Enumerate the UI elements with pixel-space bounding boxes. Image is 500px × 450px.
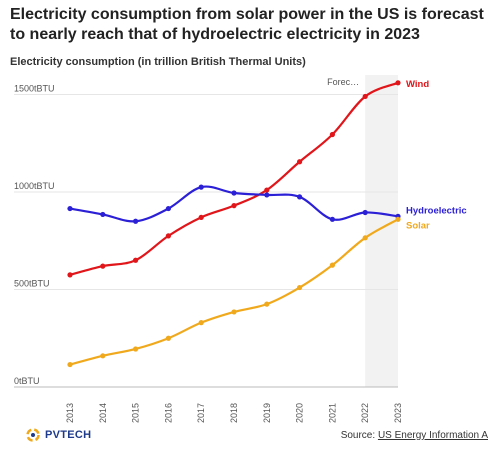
wind-data-point: [100, 263, 106, 269]
solar-series-line: [69, 218, 399, 366]
y-tick-label: 1500tBTU: [14, 84, 55, 94]
pvtech-logo: PVTECH: [26, 428, 91, 442]
hydroelectric-data-point: [297, 194, 303, 200]
wind-data-point: [297, 159, 303, 165]
hydroelectric-data-point: [198, 184, 204, 190]
hydroelectric-data-point: [329, 216, 335, 222]
y-tick-label: 0tBTU: [14, 376, 40, 386]
pvtech-logo-icon: [26, 428, 40, 442]
x-tick-label: 2022: [360, 403, 370, 423]
wind-data-point: [165, 233, 171, 239]
wind-data-point: [231, 203, 237, 209]
x-tick-label: 2017: [196, 403, 206, 423]
x-tick-label: 2021: [327, 403, 337, 423]
wind-data-point: [264, 187, 270, 193]
forecast-band: [365, 75, 398, 387]
chart-subtitle: Electricity consumption (in trillion Bri…: [10, 56, 306, 68]
x-tick-label: 2023: [393, 403, 403, 423]
solar-data-point: [362, 235, 368, 241]
x-tick-label: 2013: [65, 403, 75, 423]
wind-data-point: [395, 80, 401, 86]
x-tick-label: 2014: [98, 403, 108, 423]
wind-series-label: Wind: [406, 79, 429, 90]
hydroelectric-data-point: [362, 209, 368, 216]
solar-data-point: [165, 335, 171, 341]
wind-series-line: [69, 81, 399, 276]
hydroelectric-data-point: [67, 205, 73, 212]
x-tick-label: 2015: [131, 403, 141, 423]
source-prefix: Source:: [340, 430, 378, 441]
wind-data-point: [67, 272, 73, 278]
x-tick-label: 2020: [295, 403, 305, 423]
x-tick-label: 2016: [163, 403, 173, 423]
solar-data-point: [264, 301, 270, 307]
solar-data-point: [297, 284, 303, 291]
source-note: Source: US Energy Information A: [341, 430, 488, 441]
solar-data-point: [395, 216, 401, 222]
hydroelectric-data-point: [231, 190, 237, 196]
forecast-label: Forec…: [327, 77, 359, 87]
solar-data-point: [231, 309, 237, 315]
hydroelectric-series-label: Hydroelectric: [406, 205, 467, 216]
wind-data-point: [198, 214, 204, 220]
x-tick-label: 2018: [229, 403, 239, 423]
y-tick-label: 1000tBTU: [14, 181, 55, 191]
solar-series-label: Solar: [406, 220, 430, 231]
hydroelectric-data-point: [264, 192, 270, 198]
solar-data-point: [133, 346, 139, 352]
solar-data-point: [67, 361, 73, 368]
x-tick-label: 2019: [262, 403, 272, 423]
logo-text: PVTECH: [45, 429, 92, 441]
wind-data-point: [329, 131, 335, 138]
chart-title: Electricity consumption from solar power…: [10, 6, 484, 43]
wind-data-point: [133, 257, 139, 263]
hydroelectric-data-point: [133, 218, 139, 224]
y-tick-label: 500tBTU: [14, 279, 50, 289]
hydroelectric-data-point: [165, 205, 171, 212]
source-link[interactable]: US Energy Information A: [377, 430, 488, 441]
solar-data-point: [198, 320, 204, 326]
hydroelectric-data-point: [100, 211, 106, 218]
solar-data-point: [329, 262, 335, 268]
solar-data-point: [100, 353, 106, 359]
wind-data-point: [362, 93, 368, 100]
